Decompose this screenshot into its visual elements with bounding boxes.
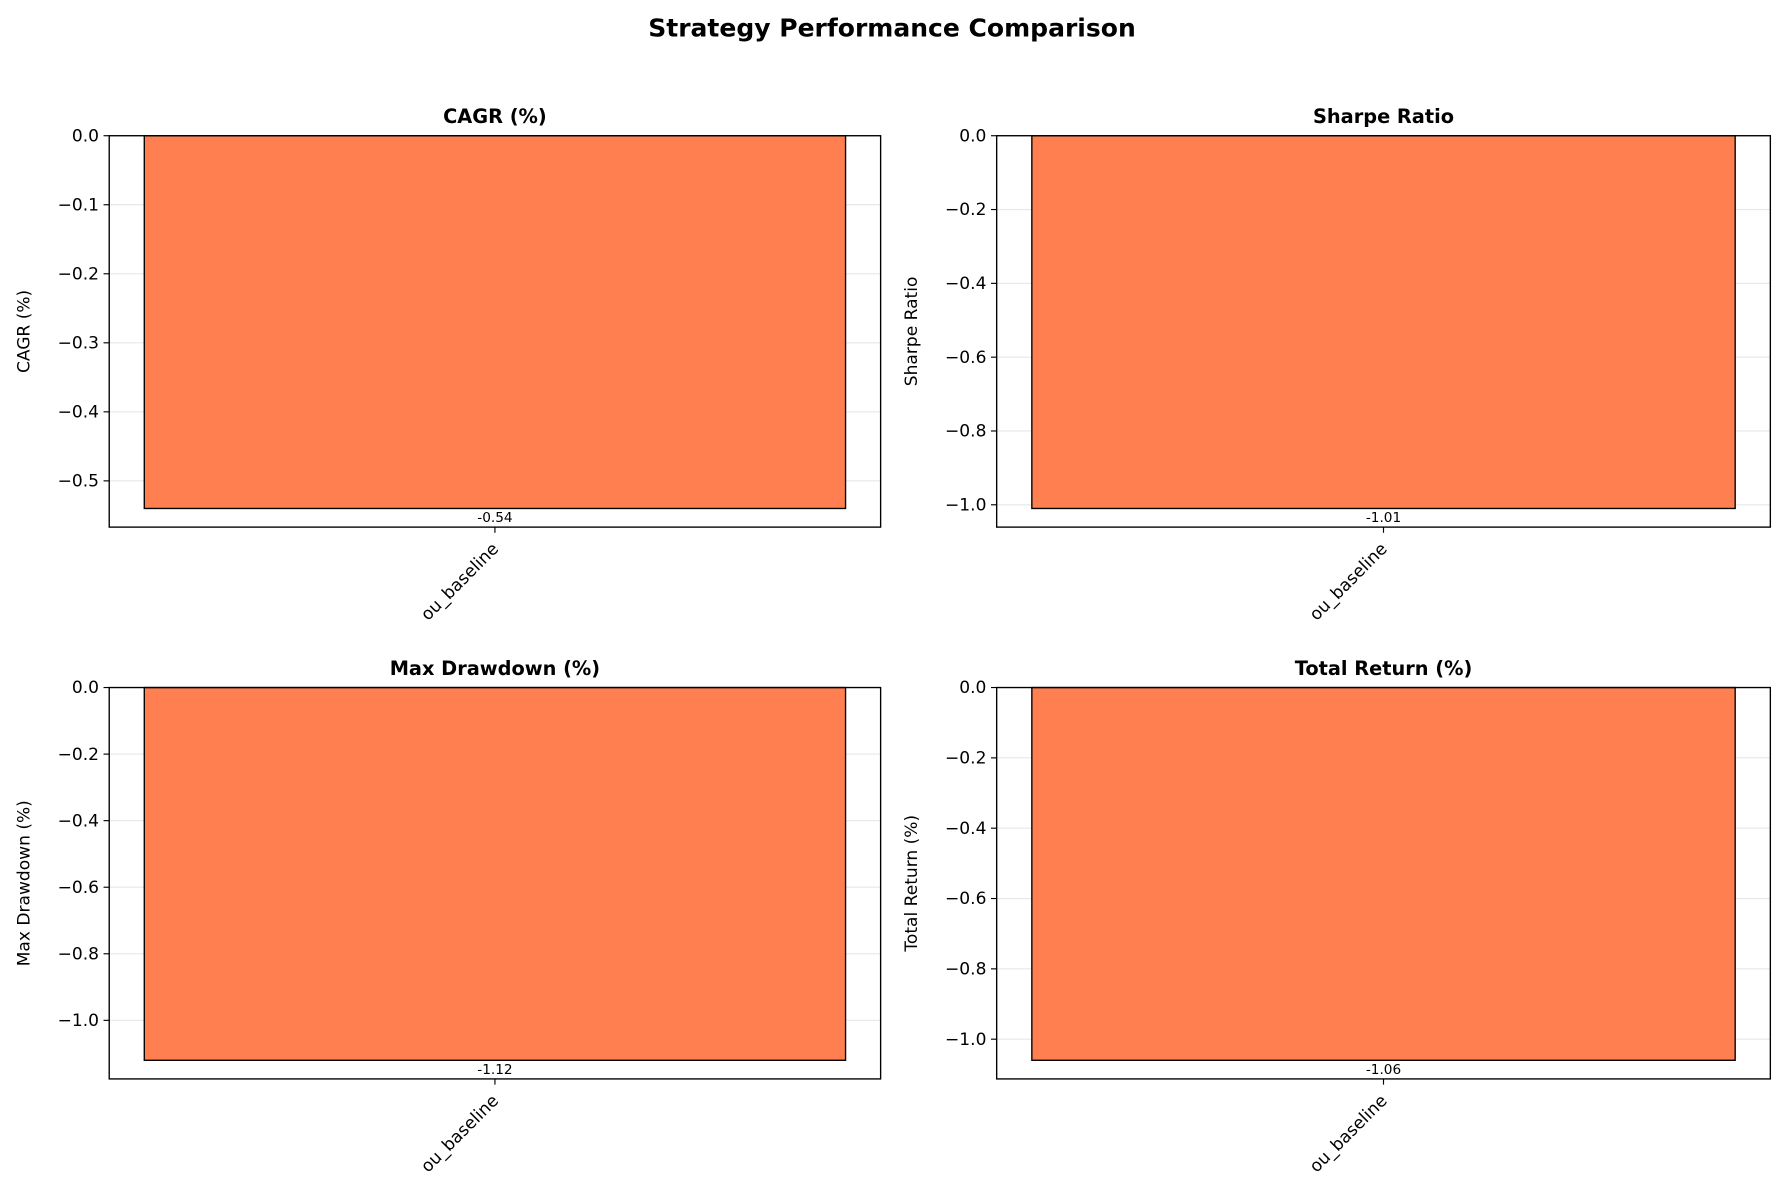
bar (143, 686, 847, 1061)
y-tick-label: 0.0 (959, 126, 986, 146)
bar (1031, 686, 1736, 1061)
y-tick-label: 0.0 (959, 678, 986, 698)
y-tick-label: −0.4 (945, 819, 986, 839)
x-tick-label: ou_baseline (417, 539, 503, 625)
y-axis-label: Sharpe Ratio (902, 277, 922, 387)
x-tick-label: ou_baseline (1306, 1091, 1392, 1177)
subplot-title: Total Return (%) (1295, 657, 1473, 680)
y-tick-label: −0.4 (58, 403, 99, 423)
axes-frame (995, 135, 1772, 528)
y-tick-label: 0.0 (72, 126, 99, 146)
y-tick-label: −0.8 (945, 422, 986, 442)
subplot: CAGR (%) CAGR (%) 0.0 −0.1 −0.2 −0.3 −0.4 −0.5 -… (15, 105, 882, 625)
subplot-title: Sharpe Ratio (1313, 105, 1454, 128)
y-tick-label: −0.4 (58, 811, 99, 831)
subplot-title: CAGR (%) (443, 105, 547, 128)
y-tick-label: −0.2 (58, 745, 99, 765)
y-tick-label: −0.1 (58, 195, 99, 215)
value-label: -0.54 (477, 510, 512, 526)
y-tick-label: −0.8 (58, 944, 99, 964)
y-tick-label: −0.6 (945, 889, 986, 909)
value-label: -1.12 (477, 1062, 512, 1078)
axes-frame (108, 135, 882, 528)
y-tick-label: −1.0 (945, 1030, 986, 1050)
subplot-title: Max Drawdown (%) (390, 657, 600, 680)
y-tick-label: −0.2 (58, 264, 99, 284)
y-tick-label: −1.0 (58, 1011, 99, 1031)
x-tick-label: ou_baseline (417, 1091, 503, 1177)
y-tick-label: −0.5 (58, 472, 99, 492)
y-tick-label: −1.0 (945, 495, 986, 515)
value-label: -1.01 (1366, 510, 1401, 526)
y-tick-label: −0.8 (945, 960, 986, 980)
y-axis-label: Total Return (%) (902, 815, 922, 953)
y-tick-label: −0.6 (945, 348, 986, 368)
axes-frame (108, 686, 882, 1080)
value-label: -1.06 (1366, 1062, 1401, 1078)
y-axis-label: CAGR (%) (15, 290, 35, 373)
bar (143, 135, 847, 510)
bar (1031, 135, 1736, 510)
axes-frame (995, 686, 1772, 1080)
figure-title: Strategy Performance Comparison (648, 14, 1136, 43)
y-tick-label: −0.2 (945, 200, 986, 220)
y-tick-label: −0.6 (58, 878, 99, 898)
y-axis-label: Max Drawdown (%) (15, 800, 35, 966)
subplot: Max Drawdown (%) Max Drawdown (%) 0.0 −0.2 −… (15, 657, 882, 1177)
x-tick-label: ou_baseline (1306, 539, 1392, 625)
subplot: Sharpe Ratio Sharpe Ratio 0.0 −0.2 −0.4 −0.6 −… (902, 105, 1772, 625)
y-tick-label: −0.3 (58, 333, 99, 353)
y-tick-label: −0.4 (945, 274, 986, 294)
y-tick-label: 0.0 (72, 678, 99, 698)
y-tick-label: −0.2 (945, 749, 986, 769)
subplot: Total Return (%) Total Return (%) 0.0 −0.2 −… (902, 657, 1772, 1177)
